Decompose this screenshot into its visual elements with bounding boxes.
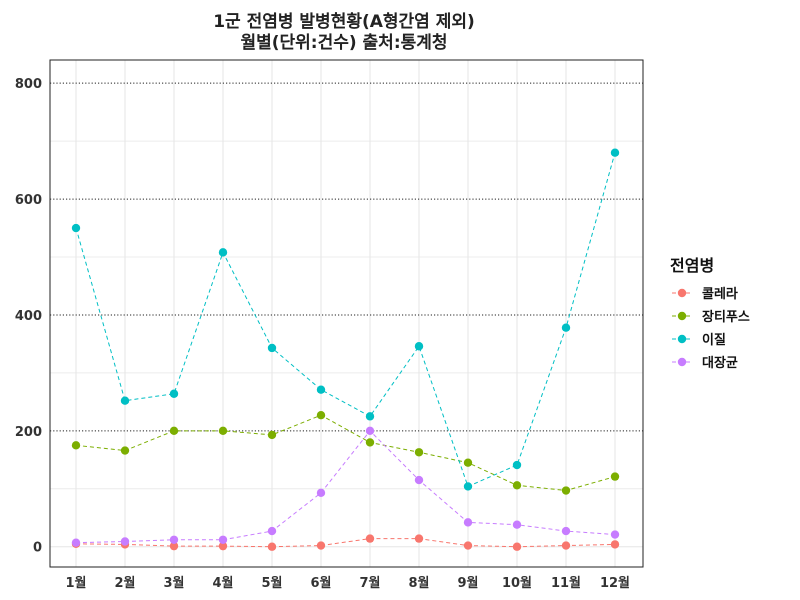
data-point bbox=[316, 385, 326, 394]
x-tick-label: 3월 bbox=[163, 575, 184, 591]
data-point bbox=[414, 342, 424, 351]
data-point bbox=[120, 537, 130, 546]
x-tick-label: 2월 bbox=[114, 575, 135, 591]
data-point bbox=[316, 410, 326, 420]
series-line bbox=[75, 414, 616, 492]
data-point bbox=[71, 538, 81, 547]
data-point bbox=[267, 343, 277, 353]
data-point bbox=[218, 541, 228, 551]
legend-key-point bbox=[677, 334, 687, 344]
x-tick-label: 10월 bbox=[502, 575, 532, 591]
data-point bbox=[610, 148, 620, 157]
data-point bbox=[561, 486, 571, 495]
data-point bbox=[316, 488, 326, 498]
series-line bbox=[75, 538, 616, 548]
data-point bbox=[120, 446, 130, 455]
data-point bbox=[218, 426, 228, 436]
data-point bbox=[218, 535, 228, 544]
legend-title: 전염병 bbox=[670, 256, 714, 275]
x-tick-label: 4월 bbox=[212, 575, 233, 591]
data-point bbox=[169, 426, 179, 436]
data-point bbox=[365, 426, 375, 436]
data-point bbox=[610, 472, 620, 481]
data-point bbox=[267, 542, 277, 551]
data-point bbox=[365, 438, 375, 447]
chart-subtitle: 월별(단위:건수) 출처:통계청 bbox=[240, 32, 447, 53]
x-tick-label: 11월 bbox=[551, 575, 581, 591]
data-point bbox=[218, 248, 228, 257]
series-line bbox=[75, 152, 616, 488]
legend-label: 이질 bbox=[702, 332, 726, 348]
data-point bbox=[414, 448, 424, 457]
chart-title: 1군 전염병 발병현황(A형간염 제외) bbox=[213, 11, 475, 32]
data-point bbox=[169, 389, 179, 398]
data-point bbox=[267, 430, 277, 440]
panel-border bbox=[49, 59, 644, 568]
data-point bbox=[169, 541, 179, 551]
data-point bbox=[169, 535, 179, 544]
legend-label: 콜레라 bbox=[702, 286, 738, 302]
y-tick-label: 400 bbox=[15, 309, 42, 324]
y-tick-label: 800 bbox=[15, 77, 42, 92]
data-point bbox=[414, 475, 424, 485]
data-point bbox=[610, 530, 620, 539]
y-tick-label: 600 bbox=[15, 193, 42, 208]
x-tick-label: 8월 bbox=[408, 575, 429, 591]
legend-key-point bbox=[677, 357, 687, 367]
legend-label: 장티푸스 bbox=[702, 309, 750, 325]
data-point bbox=[463, 458, 473, 467]
data-point bbox=[561, 526, 571, 536]
data-point bbox=[561, 541, 571, 550]
y-tick-label: 0 bbox=[33, 541, 42, 556]
x-tick-label: 6월 bbox=[310, 575, 331, 591]
data-point bbox=[512, 460, 522, 470]
data-point bbox=[463, 518, 473, 527]
data-point bbox=[512, 542, 522, 551]
y-tick-label: 200 bbox=[15, 425, 42, 440]
data-point bbox=[365, 534, 375, 543]
data-point bbox=[365, 412, 375, 421]
data-point bbox=[316, 541, 326, 550]
x-tick-label: 5월 bbox=[261, 575, 282, 591]
data-point bbox=[71, 441, 81, 450]
data-point bbox=[71, 223, 81, 233]
legend-key-point bbox=[677, 288, 687, 298]
data-point bbox=[561, 323, 571, 332]
plot-area: 0 200 400 600 800 1월 2월 3월 4월 5월 6월 7월 8월 9월 10월 11월 12월 bbox=[15, 59, 644, 591]
x-tick-label: 1월 bbox=[65, 575, 86, 591]
data-point bbox=[512, 520, 522, 529]
data-point bbox=[463, 541, 473, 550]
x-tick-label: 12월 bbox=[600, 575, 630, 591]
series-line bbox=[75, 430, 616, 544]
data-point bbox=[512, 481, 522, 490]
x-tick-label: 9월 bbox=[457, 575, 478, 591]
data-point bbox=[267, 526, 277, 536]
data-point bbox=[120, 396, 130, 405]
data-point bbox=[610, 540, 620, 549]
data-point bbox=[463, 482, 473, 491]
data-point bbox=[414, 534, 424, 543]
x-tick-label: 7월 bbox=[359, 575, 380, 591]
legend-key-point bbox=[677, 311, 687, 321]
legend-label: 대장균 bbox=[702, 355, 738, 371]
